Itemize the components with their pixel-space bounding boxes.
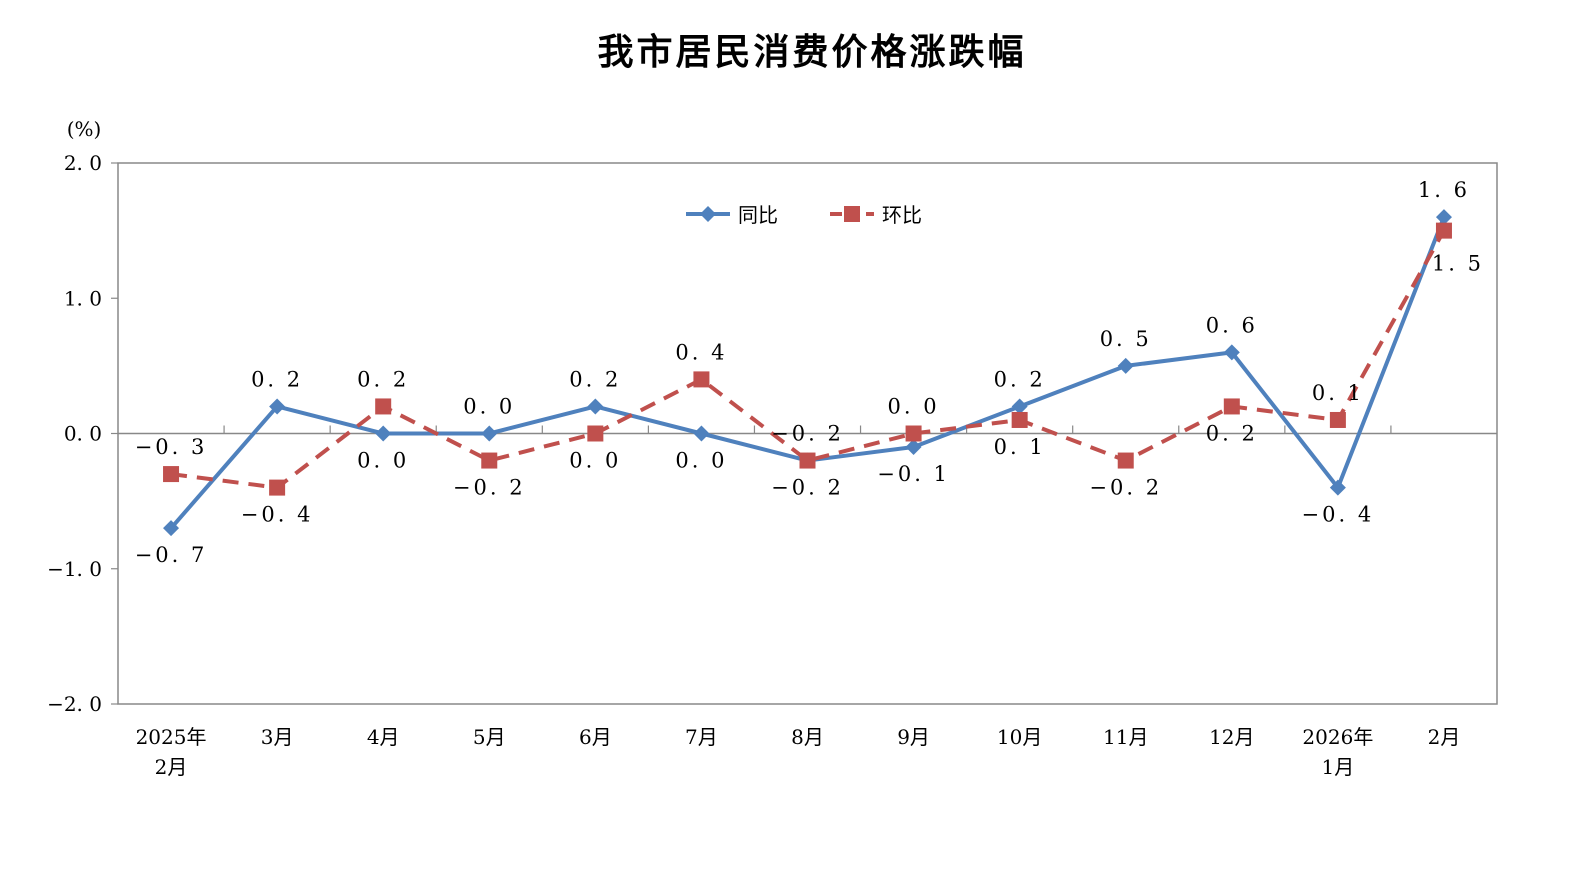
y-tick-label: −1. 0 — [47, 557, 102, 581]
data-label: −0. 2 — [453, 476, 526, 500]
data-label: 0. 0 — [463, 395, 515, 419]
data-label: −0. 2 — [771, 422, 844, 446]
data-label: −0. 2 — [1089, 476, 1162, 500]
data-label: 0. 2 — [569, 367, 621, 391]
data-point-square — [1011, 411, 1028, 428]
x-tick-label: 2026年 — [1302, 725, 1373, 749]
legend-square-icon — [844, 206, 860, 222]
series-mom: −0. 3 −0. 4 0. 2 −0. 2 0. 0 0. 4 −0. 2 0. 0 0. 1… — [135, 222, 1484, 527]
data-point-square — [1329, 411, 1346, 428]
legend-item-mom: 环比 — [830, 203, 922, 227]
data-point-diamond — [693, 425, 710, 442]
data-point-diamond — [163, 520, 180, 537]
x-tick-label: 11月 — [1103, 725, 1148, 749]
data-label: 0. 4 — [675, 340, 727, 364]
data-label: 0. 2 — [357, 367, 409, 391]
y-axis-unit: (%) — [67, 117, 102, 141]
legend-label: 同比 — [738, 203, 778, 227]
x-tick-label: 2025年 — [136, 725, 207, 749]
data-label: 0. 0 — [675, 449, 727, 473]
data-point-square — [587, 425, 604, 442]
data-point-square — [163, 466, 180, 483]
x-tick-label: 10月 — [997, 725, 1042, 749]
data-point-diamond — [269, 398, 286, 415]
data-label: 0. 1 — [1312, 381, 1364, 405]
data-point-square — [1435, 222, 1452, 239]
data-label: −0. 3 — [135, 435, 208, 459]
data-label: 0. 2 — [994, 367, 1046, 391]
data-point-square — [375, 398, 392, 415]
data-point-diamond — [375, 425, 392, 442]
data-point-square — [269, 479, 286, 496]
x-tick-label: 6月 — [579, 725, 612, 749]
data-point-square — [1117, 452, 1134, 469]
data-label: 0. 5 — [1100, 327, 1152, 351]
legend-item-yoy: 同比 — [686, 203, 778, 227]
data-point-square — [799, 452, 816, 469]
x-tick-label: 1月 — [1322, 755, 1355, 779]
legend-diamond-icon — [700, 206, 716, 222]
data-label: 0. 0 — [357, 449, 409, 473]
y-tick-label: 2. 0 — [64, 151, 102, 175]
data-point-diamond — [587, 398, 604, 415]
chart-title: 我市居民消费价格涨跌幅 — [597, 31, 1026, 73]
data-label: 0. 2 — [1206, 421, 1258, 445]
data-label: 1. 6 — [1418, 178, 1470, 202]
x-tick-label: 8月 — [791, 725, 824, 749]
y-tick-label: −2. 0 — [47, 692, 102, 716]
x-tick-label: 2月 — [1428, 725, 1461, 749]
y-tick-label: 0. 0 — [64, 422, 102, 446]
x-tick-label: 5月 — [473, 725, 506, 749]
data-point-diamond — [481, 425, 498, 442]
x-tick-label: 4月 — [367, 725, 400, 749]
legend-label: 环比 — [882, 203, 922, 227]
x-tick-label: 2月 — [155, 755, 188, 779]
data-point-square — [693, 371, 710, 388]
data-label: 0. 1 — [994, 435, 1046, 459]
series-yoy: −0. 7 0. 2 0. 0 0. 0 0. 2 0. 0 −0. 2 −0. 1 0. 2 0… — [135, 178, 1470, 567]
data-point-diamond — [1435, 209, 1452, 226]
x-tick-label: 3月 — [261, 725, 294, 749]
data-point-square — [1223, 398, 1240, 415]
data-point-diamond — [1223, 344, 1240, 361]
y-tick-label: 1. 0 — [64, 286, 102, 310]
data-label: −0. 4 — [1302, 503, 1375, 527]
data-label: 0. 0 — [888, 395, 940, 419]
data-label: 0. 2 — [251, 367, 303, 391]
data-label: −0. 1 — [877, 462, 950, 486]
data-label: 1. 5 — [1432, 252, 1484, 276]
x-tick-label: 12月 — [1209, 725, 1254, 749]
x-tick-label: 7月 — [685, 725, 718, 749]
x-tick-label: 9月 — [897, 725, 930, 749]
data-point-square — [905, 425, 922, 442]
data-label: 0. 0 — [569, 449, 621, 473]
data-label: 0. 6 — [1206, 313, 1258, 337]
data-label: −0. 7 — [135, 543, 208, 567]
data-point-diamond — [1117, 357, 1134, 374]
data-label: −0. 4 — [241, 503, 314, 527]
data-point-diamond — [1011, 398, 1028, 415]
data-point-diamond — [1329, 479, 1346, 496]
data-point-diamond — [905, 439, 922, 456]
data-point-square — [481, 452, 498, 469]
data-label: −0. 2 — [771, 476, 844, 500]
